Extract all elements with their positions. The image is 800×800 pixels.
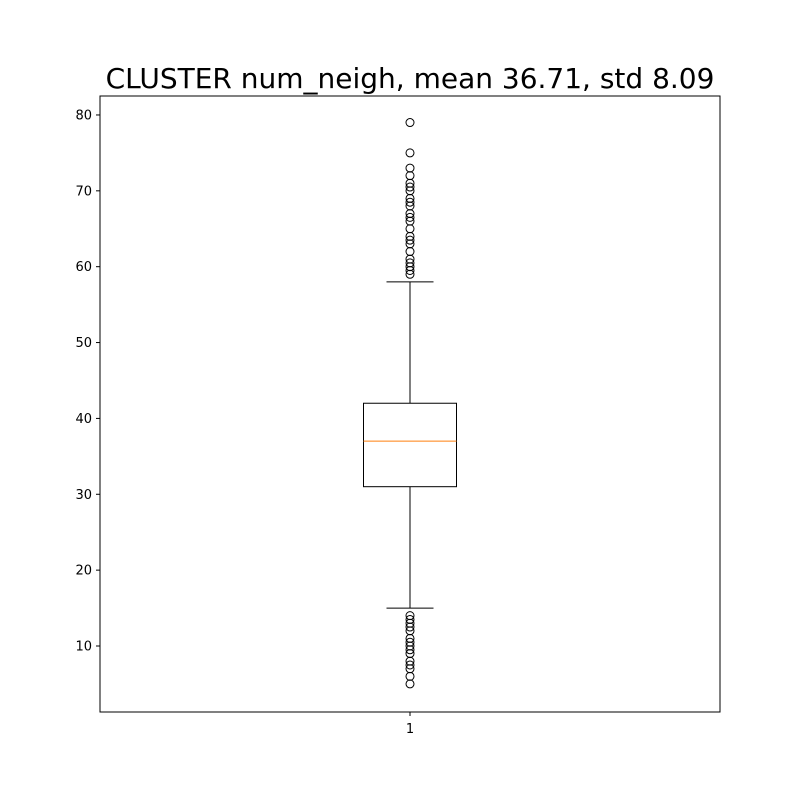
y-tick-label: 20 xyxy=(75,564,92,579)
x-tick-label: 1 xyxy=(406,722,414,737)
outlier-point xyxy=(405,163,415,173)
y-tick-label: 40 xyxy=(75,412,92,427)
outlier-point xyxy=(405,247,415,257)
y-tick-label: 70 xyxy=(75,184,92,199)
y-tick-label: 50 xyxy=(75,336,92,351)
outlier-point xyxy=(405,212,415,222)
outlier-point xyxy=(405,171,415,181)
iqr-box xyxy=(363,402,457,488)
outlier-point xyxy=(405,224,415,234)
outlier-point xyxy=(405,118,415,128)
outlier-point xyxy=(405,614,415,624)
outlier-point xyxy=(405,235,415,245)
y-tick-label: 30 xyxy=(75,488,92,503)
chart-title: CLUSTER num_neigh, mean 36.71, std 8.09 xyxy=(106,62,715,95)
outlier-point xyxy=(405,258,415,268)
y-tick-label: 60 xyxy=(75,260,92,275)
outlier-point xyxy=(405,671,415,681)
axes: 10 20 30 40 50 60 70 80 1 xyxy=(75,95,721,737)
outlier-point xyxy=(405,679,415,689)
outlier-point xyxy=(405,660,415,670)
y-tick-label: 10 xyxy=(75,640,92,655)
outlier-point xyxy=(405,182,415,192)
outlier-point xyxy=(405,637,415,647)
outlier-point xyxy=(405,148,415,158)
plot-area xyxy=(363,118,457,689)
outlier-point xyxy=(405,197,415,207)
outlier-point xyxy=(405,611,415,621)
y-tick-label: 80 xyxy=(75,108,92,123)
